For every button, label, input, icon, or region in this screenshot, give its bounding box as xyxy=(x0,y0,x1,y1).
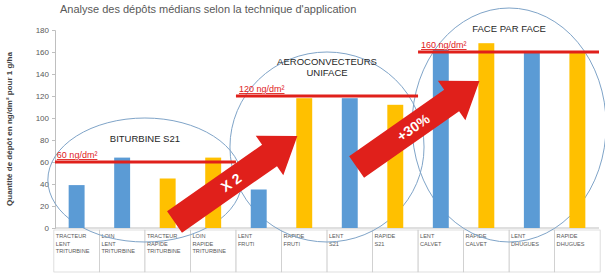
category-cell xyxy=(281,230,327,272)
reference-line xyxy=(55,161,236,164)
bar xyxy=(114,158,130,228)
group-label: FACE PAR FACE xyxy=(472,23,546,34)
y-tick-label: 120 xyxy=(36,92,50,101)
y-tick: 180 xyxy=(36,26,55,35)
bar xyxy=(251,190,267,229)
category-cell xyxy=(418,230,464,272)
x-tick-label: RAPIDEDHUGUES xyxy=(557,233,585,247)
x-tick-label: LENTS21 xyxy=(329,233,344,247)
title: Analyse des dépôts médians selon la tech… xyxy=(60,3,356,15)
reference-label: 60 ng/dm² xyxy=(57,150,98,160)
reference-line xyxy=(418,51,599,54)
y-tick-label: 140 xyxy=(36,70,50,79)
x-tick-label: RAPIDES21 xyxy=(375,233,396,247)
arrow: +30% xyxy=(343,61,493,186)
group-outlines xyxy=(48,8,605,242)
reference-label: 160 ng/dm² xyxy=(421,40,467,50)
y-tick-label: 180 xyxy=(36,26,50,35)
x-tick-label: RAPIDEFRUTI xyxy=(283,233,304,247)
y-tick: 20 xyxy=(40,202,55,211)
bar xyxy=(478,43,494,228)
group-label: AEROCONVECTEURSUNIFACE xyxy=(277,56,377,78)
category-cell xyxy=(190,230,236,272)
arrow-shape xyxy=(161,116,311,241)
y-tick: 80 xyxy=(40,136,55,145)
group-ellipse xyxy=(412,8,605,242)
x-tick-label: LENTFRUTI xyxy=(238,233,255,247)
y-tick-label: 80 xyxy=(40,136,49,145)
x-tick-label: LENTCALVET xyxy=(420,233,442,247)
y-tick-mark xyxy=(52,96,55,97)
bar xyxy=(69,185,85,228)
bar xyxy=(524,51,540,228)
category-cell xyxy=(509,230,555,272)
y-tick-mark xyxy=(52,228,55,229)
bar xyxy=(296,98,312,228)
y-tick-mark xyxy=(52,184,55,185)
reference-line xyxy=(236,95,418,98)
y-tick: 140 xyxy=(36,70,55,79)
category-cell xyxy=(464,230,510,272)
y-tick-label: 100 xyxy=(36,114,50,123)
arrow-shape xyxy=(343,61,493,186)
y-tick-label: 60 xyxy=(40,158,49,167)
y-tick: 160 xyxy=(36,48,55,57)
y-tick-label: 20 xyxy=(40,202,49,211)
category-cell xyxy=(373,230,419,272)
arrow: X 2 xyxy=(161,116,311,241)
chart-svg: Analyse des dépôts médians selon la tech… xyxy=(0,0,605,279)
reference-label: 120 ng/dm² xyxy=(239,84,285,94)
x-tick-label: LOINRAPIDETRITURBINE xyxy=(192,233,226,254)
bar xyxy=(569,52,585,228)
category-cell xyxy=(327,230,373,272)
x-axis-line xyxy=(55,228,599,229)
category-cell xyxy=(555,230,601,272)
y-tick: 100 xyxy=(36,114,55,123)
y-tick-mark xyxy=(52,140,55,141)
category-cell xyxy=(54,230,100,272)
annotations: 60 ng/dm² BITURBINE S21 120 ng/dm² AEROCONV… xyxy=(57,23,546,160)
x-tick-label: TRACTEURLENTTRITURBINE xyxy=(56,233,90,254)
y-tick-mark xyxy=(52,118,55,119)
x-tick-label: LENTDHUGUES xyxy=(511,233,539,247)
arrow-label: X 2 xyxy=(218,170,245,195)
y-tick: 0 xyxy=(45,224,55,233)
category-cell xyxy=(145,230,191,272)
y-axis-title: Quantité de dépôt en ng/dm² pour 1 g/ha xyxy=(5,52,14,206)
x-axis: TRACTEURLENTTRITURBINE LOINLENTTRITURBINE… xyxy=(54,230,600,272)
y-tick-mark xyxy=(52,74,55,75)
y-axis: 020406080100120140160180 xyxy=(36,26,56,233)
chart-container: Analyse des dépôts médians selon la tech… xyxy=(0,0,605,279)
category-cell xyxy=(99,230,145,272)
y-tick-mark xyxy=(52,52,55,53)
y-tick-label: 160 xyxy=(36,48,50,57)
y-tick-mark xyxy=(52,30,55,31)
y-tick-label: 0 xyxy=(45,224,50,233)
bar xyxy=(160,179,176,229)
y-tick: 60 xyxy=(40,158,55,167)
bars xyxy=(69,43,586,228)
y-tick: 120 xyxy=(36,92,55,101)
group-label: BITURBINE S21 xyxy=(110,133,180,144)
arrows: X 2 +30% xyxy=(161,61,493,241)
arrow-label: +30% xyxy=(394,110,433,144)
x-tick-label: TRACTEURRAPIDETRITURBINE xyxy=(147,233,181,254)
y-tick-mark xyxy=(52,206,55,207)
bar xyxy=(433,50,449,228)
x-tick-label: LOINLENTTRITURBINE xyxy=(101,233,135,254)
reference-lines xyxy=(55,52,599,162)
category-cell xyxy=(236,230,282,272)
